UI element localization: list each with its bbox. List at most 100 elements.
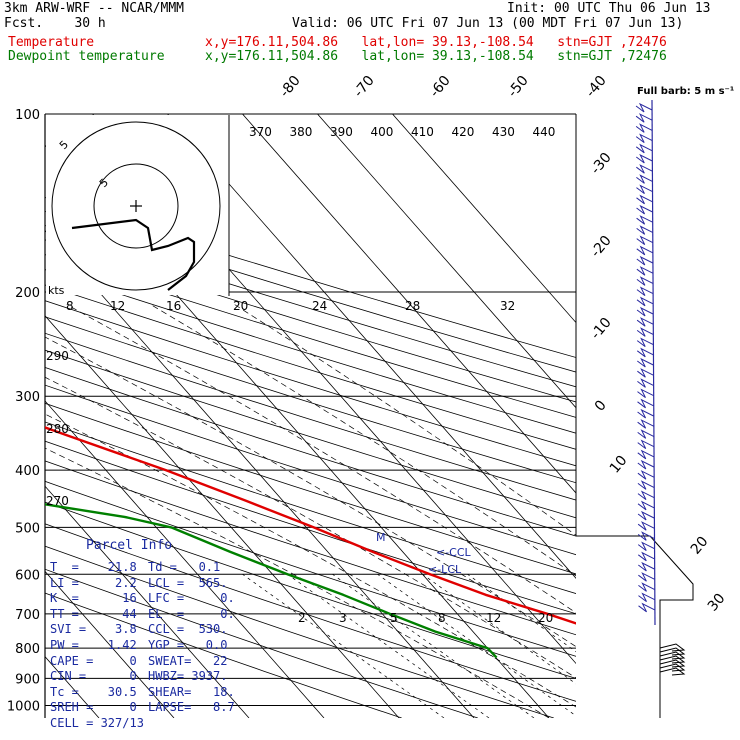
theta-tick-label: 380 [290,125,313,139]
wind-barb [638,592,655,602]
hodograph-axis-label: 12 [110,299,125,313]
parcel-info-left: SREH = 0 [50,700,137,715]
mixing-ratio-tick-label: 12 [486,611,501,625]
parcel-info-title: Parcel Info [86,538,173,553]
parcel-info-row: T = 21.8 Td = 0.1 [50,560,235,576]
parcel-info-left: CIN = 0 [50,669,137,684]
isotherm-line [0,114,24,718]
theta-tick-label: 430 [492,125,515,139]
dry-adiabat-line [45,225,576,388]
wind-barb [637,429,654,439]
pressure-tick-label: 700 [15,608,40,623]
temperature-profile [45,426,576,625]
dry-adiabat-line [45,421,576,594]
pressure-tick-label: 800 [15,642,40,657]
isotherm-line [45,400,325,718]
pressure-tick-label: 600 [15,568,40,583]
isotherm-tick-label: 0 [592,397,610,414]
theta-tick-label: 420 [452,125,475,139]
init-time: Init: 00 UTC Thu 06 Jun 13 [507,1,711,16]
parcel-info-left: SVI = 3.8 [50,622,137,637]
isotherm-line [45,315,400,718]
hodograph-inner-ring [93,163,179,249]
dry-adiabat-line [45,480,576,657]
wind-barb [636,153,653,164]
dry-adiabat-line [45,210,576,373]
parcel-info-row: CELL = 327/13 [50,716,235,732]
parcel-info-row: CAPE = 0 SWEAT= 22 [50,654,235,670]
pressure-tick-label: 100 [15,108,40,123]
theta-tick-label: 390 [330,125,353,139]
lcl-marker: <-LCL [428,563,462,576]
parcel-info-left: Tc = 30.5 [50,684,137,699]
dry-adiabat-line [45,284,576,450]
parcel-info-right: Td = 0.1 [148,560,221,574]
theta-tick-label: 440 [533,125,556,139]
wind-barb [636,276,654,286]
wind-barb [659,643,686,652]
wind-barb [636,347,654,358]
hodograph-axis-label: 28 [405,299,420,313]
ccl-marker: <-CCL [436,546,472,559]
dry-adiabat-line [45,545,554,718]
wind-barb [637,551,655,562]
theta-tick-label: 400 [371,125,394,139]
wind-barb [637,531,655,541]
theta-e-tick-label: 290 [46,349,69,363]
mixing-ratio-tick-label: 2 [298,611,306,625]
wind-barb [659,667,686,676]
theta-tick-label: 410 [411,125,434,139]
wind-barb [636,194,653,205]
isotherm-tick-label: 10 [607,453,631,477]
isotherm-tick-label: 20 [688,534,712,558]
theta-e-tick-label: 280 [46,422,69,436]
pressure-tick-label: 400 [15,464,40,479]
parcel-info-right: LAPSE= 8.7 [148,700,235,715]
pressure-tick-label: 500 [15,521,40,536]
dry-adiabat-line [45,300,576,467]
hodograph-speed-label: kts [48,284,65,297]
wind-barb [637,541,655,551]
parcel-info-left: TT = 44 [50,606,137,621]
mixing-ratio-tick-label: 5 [390,611,398,625]
wind-barb [637,439,654,450]
model-title: 3km ARW-WRF -- NCAR/MMM [4,1,185,16]
parcel-info-row: SVI = 3.8 CCL = 530. [50,622,235,638]
isotherm-tick-label: -20 [588,233,615,261]
dry-adiabat-line [45,523,576,702]
wind-barb [636,255,654,266]
wind-barb [637,521,655,531]
wind-barb [637,357,654,368]
moist-adiabat-line [66,304,576,614]
wind-barb [636,286,654,297]
plot-edge [576,535,694,718]
parcel-info-row: CIN = 0 HWBZ= 3937. [50,669,235,685]
dewpoint-profile [45,503,498,659]
dry-adiabat-line [45,568,478,718]
wind-barb [636,215,653,225]
hodograph-axis-label: 8 [66,299,74,313]
pressure-tick-label: 1000 [7,699,40,714]
moist-adiabat-line [45,447,550,718]
dry-adiabat-line [45,501,576,679]
wind-barb [636,225,653,235]
wind-barb [659,659,686,668]
parcel-info-row: PW = 1.42 YGP = 0.0 [50,638,235,654]
parcel-info-right: LFC = 0. [148,591,235,606]
parcel-info-left: PW = 1.42 [50,637,137,652]
wind-staff-line [651,99,656,626]
wind-barb [638,572,655,582]
wind-barb [635,143,653,154]
wind-barb [637,510,655,521]
isotherm-tick-label: -80 [277,73,304,101]
isotherm-line [45,229,475,718]
wind-barb [638,602,655,613]
dry-adiabat-line [45,316,576,484]
wind-barb [637,368,654,378]
isotherm-line [242,114,576,494]
isotherm-line [392,114,576,324]
dry-adiabat-line [45,239,576,403]
dry-adiabat-line [45,460,576,636]
temperature-legend: Temperature [8,35,95,50]
hodograph-outer-ring [51,121,221,291]
